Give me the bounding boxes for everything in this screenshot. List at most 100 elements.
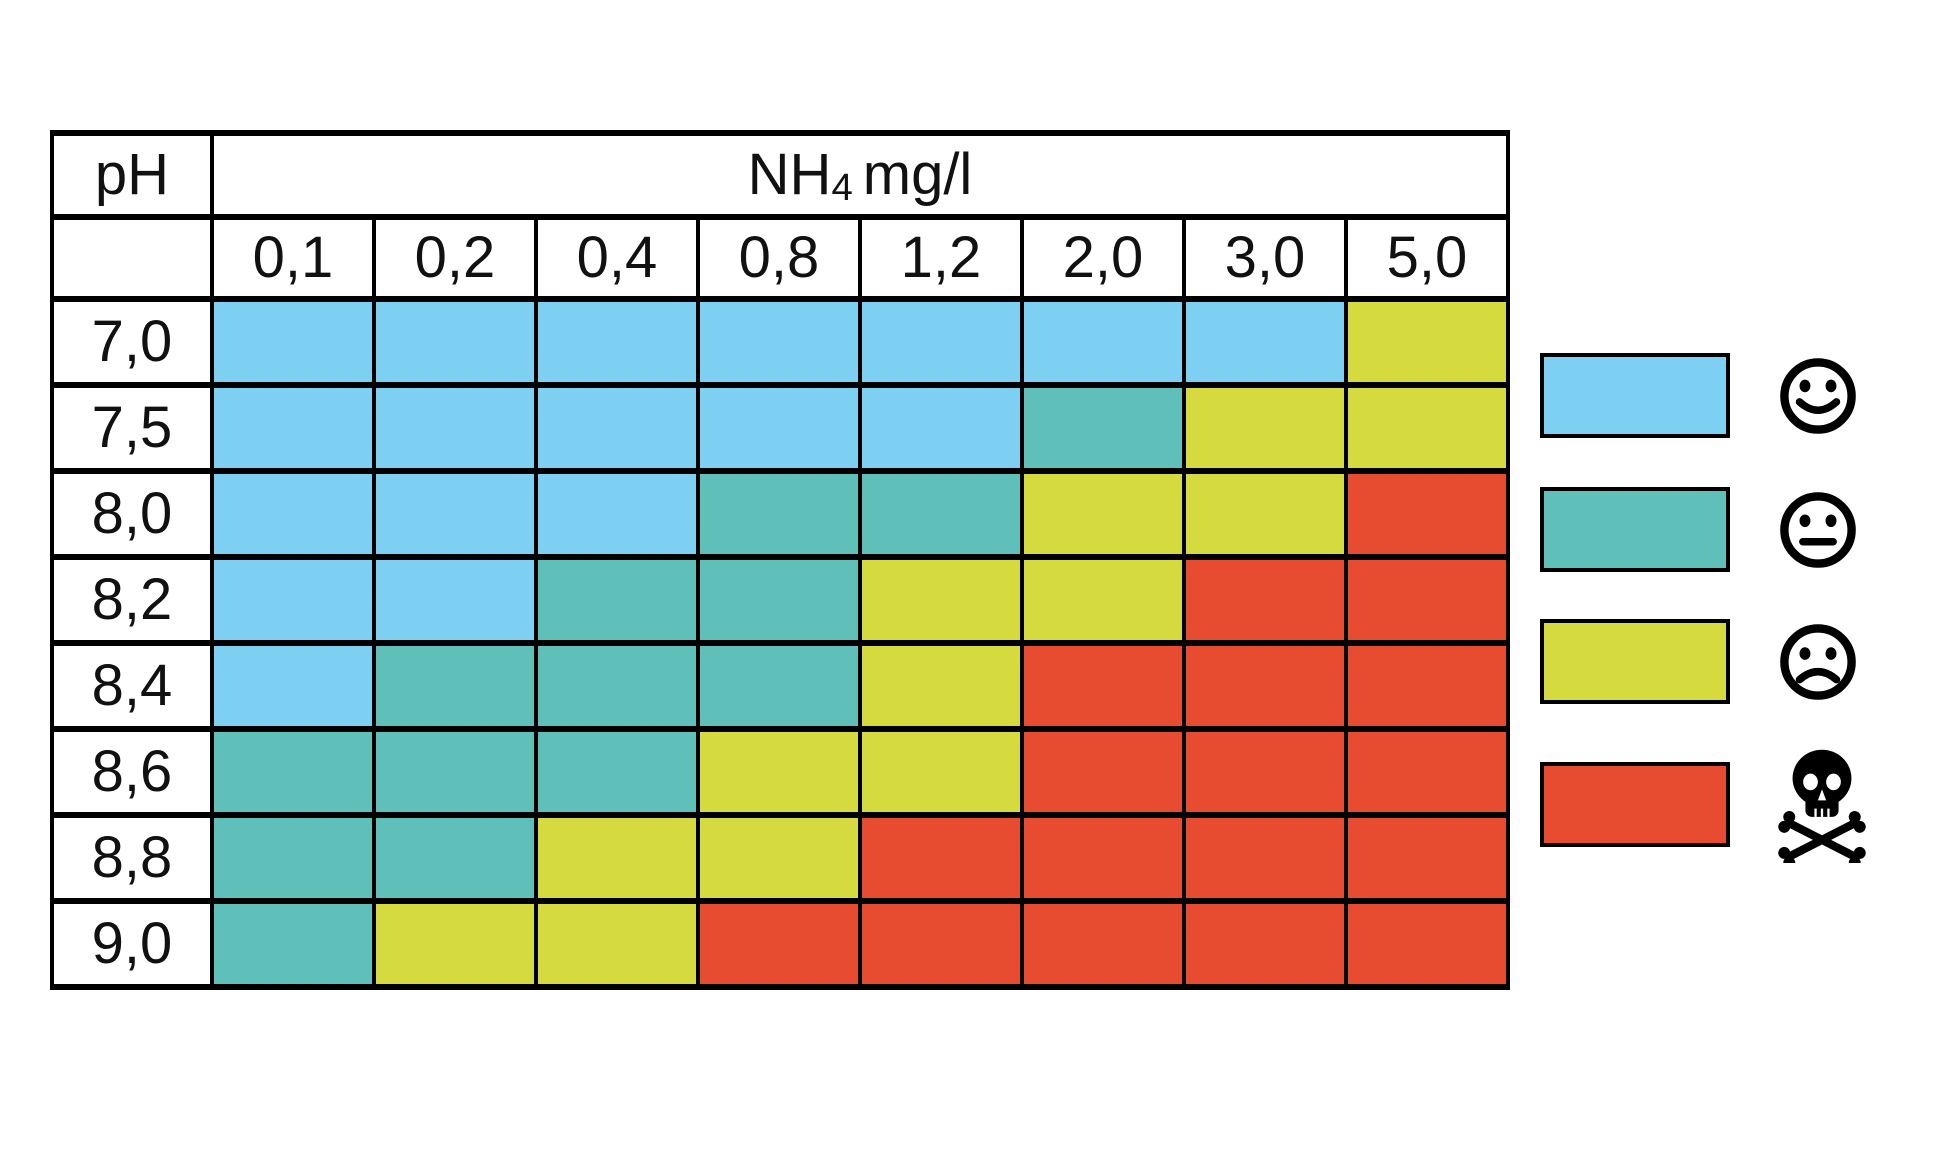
cell-ph7_0-nh4_0_1 [210,296,376,388]
data-row-ph-8_2: 8,2 [50,554,1510,646]
nh4-formula-base: NH [747,142,832,207]
cell-ph7_0-nh4_3_0 [1182,296,1348,388]
column-header-nh4-0_4: 0,4 [534,214,700,302]
data-row-ph-8_8: 8,8 [50,812,1510,904]
cell-ph8_2-nh4_1_2 [858,554,1024,646]
row-header-ph-8_0: 8,0 [50,468,214,560]
data-row-ph-9_0: 9,0 [50,898,1510,990]
cell-ph8_8-nh4_0_4 [534,812,700,904]
cell-ph7_0-nh4_2_0 [1020,296,1186,388]
cell-ph9_0-nh4_5_0 [1344,898,1510,990]
legend-swatch-bad [1540,619,1730,704]
cell-ph8_0-nh4_0_2 [372,468,538,560]
cell-ph8_6-nh4_0_2 [372,726,538,818]
data-row-ph-7_0: 7,0 [50,296,1510,388]
legend-item-good [1540,353,1860,438]
cell-ph8_8-nh4_1_2 [858,812,1024,904]
cell-ph9_0-nh4_1_2 [858,898,1024,990]
nh4-unit-label: mg/l [862,142,973,207]
column-header-nh4-0_2: 0,2 [372,214,538,302]
cell-ph8_4-nh4_0_2 [372,640,538,732]
header-row-top: pH NH4 mg/l [50,130,1510,220]
cell-ph8_8-nh4_0_2 [372,812,538,904]
cell-ph7_5-nh4_0_1 [210,382,376,474]
row-header-ph-7_5: 7,5 [50,382,214,474]
cell-ph7_0-nh4_0_2 [372,296,538,388]
cell-ph8_6-nh4_2_0 [1020,726,1186,818]
cell-ph8_8-nh4_0_1 [210,812,376,904]
row-header-ph-8_4: 8,4 [50,640,214,732]
column-header-nh4-0_8: 0,8 [696,214,862,302]
nh4-axis-label: NH4 mg/l [210,130,1510,220]
cell-ph9_0-nh4_3_0 [1182,898,1348,990]
cell-ph8_8-nh4_5_0 [1344,812,1510,904]
cell-ph8_0-nh4_0_4 [534,468,700,560]
cell-ph8_4-nh4_0_1 [210,640,376,732]
column-header-nh4-2_0: 2,0 [1020,214,1186,302]
legend-swatch-lethal [1540,761,1730,847]
data-row-ph-8_0: 8,0 [50,468,1510,560]
data-row-ph-8_4: 8,4 [50,640,1510,732]
cell-ph7_0-nh4_0_8 [696,296,862,388]
cell-ph8_4-nh4_1_2 [858,640,1024,732]
cell-ph8_4-nh4_2_0 [1020,640,1186,732]
column-header-nh4-1_2: 1,2 [858,214,1024,302]
cell-ph8_6-nh4_1_2 [858,726,1024,818]
cell-ph8_4-nh4_0_8 [696,640,862,732]
cell-ph8_2-nh4_0_2 [372,554,538,646]
row-header-ph-8_6: 8,6 [50,726,214,818]
cell-ph8_0-nh4_2_0 [1020,468,1186,560]
smiling-face-icon [1780,357,1856,434]
cell-ph8_6-nh4_0_8 [696,726,862,818]
column-header-nh4-0_1: 0,1 [210,214,376,302]
cell-ph9_0-nh4_0_4 [534,898,700,990]
legend-item-bad [1540,619,1860,704]
empty-corner-cell [50,214,214,302]
data-row-ph-8_6: 8,6 [50,726,1510,818]
cell-ph7_0-nh4_5_0 [1344,296,1510,388]
ph-axis-label: pH [50,130,214,220]
cell-ph8_2-nh4_0_1 [210,554,376,646]
frowning-face-icon [1780,623,1856,700]
cell-ph8_0-nh4_1_2 [858,468,1024,560]
cell-ph8_4-nh4_5_0 [1344,640,1510,732]
row-header-ph-8_2: 8,2 [50,554,214,646]
cell-ph7_5-nh4_2_0 [1020,382,1186,474]
neutral-face-icon [1780,491,1856,568]
legend-swatch-caution [1540,487,1730,572]
cell-ph9_0-nh4_0_8 [696,898,862,990]
cell-ph9_0-nh4_2_0 [1020,898,1186,990]
cell-ph8_6-nh4_3_0 [1182,726,1348,818]
cell-ph7_5-nh4_0_4 [534,382,700,474]
cell-ph7_0-nh4_1_2 [858,296,1024,388]
cell-ph8_6-nh4_0_1 [210,726,376,818]
column-header-nh4-3_0: 3,0 [1182,214,1348,302]
nh4-formula-subscript: 4 [831,166,853,210]
column-header-row: 0,1 0,2 0,4 0,8 1,2 2,0 3,0 5,0 [50,214,1510,302]
cell-ph7_5-nh4_3_0 [1182,382,1348,474]
row-header-ph-9_0: 9,0 [50,898,214,990]
cell-ph9_0-nh4_0_2 [372,898,538,990]
cell-ph8_0-nh4_0_1 [210,468,376,560]
cell-ph9_0-nh4_0_1 [210,898,376,990]
cell-ph7_5-nh4_5_0 [1344,382,1510,474]
cell-ph8_2-nh4_0_8 [696,554,862,646]
row-header-ph-8_8: 8,8 [50,812,214,904]
legend-item-lethal [1540,745,1868,863]
cell-ph8_4-nh4_3_0 [1182,640,1348,732]
ammonia-toxicity-table: pH NH4 mg/l 0,1 0,2 0,4 0,8 1,2 2,0 3,0 5,0 7,0 7… [50,130,1510,990]
cell-ph8_2-nh4_5_0 [1344,554,1510,646]
row-header-ph-7_0: 7,0 [50,296,214,388]
cell-ph8_8-nh4_2_0 [1020,812,1186,904]
column-header-nh4-5_0: 5,0 [1344,214,1510,302]
cell-ph8_8-nh4_3_0 [1182,812,1348,904]
cell-ph8_6-nh4_0_4 [534,726,700,818]
cell-ph8_6-nh4_5_0 [1344,726,1510,818]
cell-ph7_0-nh4_0_4 [534,296,700,388]
cell-ph7_5-nh4_1_2 [858,382,1024,474]
cell-ph8_0-nh4_3_0 [1182,468,1348,560]
data-row-ph-7_5: 7,5 [50,382,1510,474]
skull-and-crossbones-icon [1778,749,1866,863]
cell-ph8_2-nh4_0_4 [534,554,700,646]
cell-ph8_4-nh4_0_4 [534,640,700,732]
